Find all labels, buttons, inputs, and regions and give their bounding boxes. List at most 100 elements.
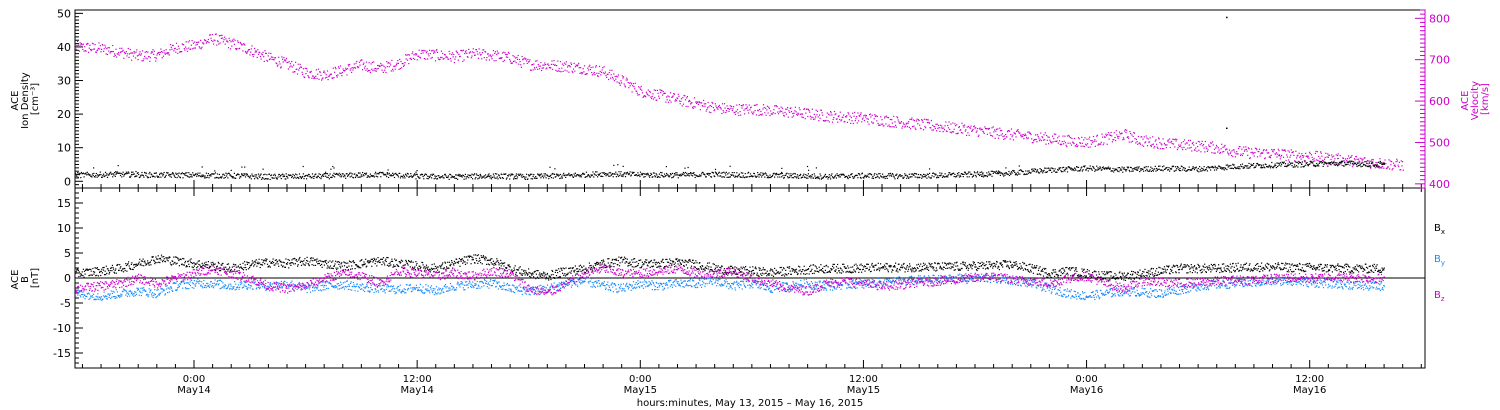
density-point <box>822 177 824 179</box>
density-point <box>1027 170 1029 172</box>
b-point-bx <box>244 261 246 263</box>
density-point <box>1218 165 1220 167</box>
density-point <box>1183 167 1185 169</box>
velocity-point <box>1279 154 1281 156</box>
density-point <box>737 175 739 177</box>
density-point <box>399 177 401 179</box>
density-point <box>77 176 79 178</box>
velocity-point <box>1363 157 1365 159</box>
density-point <box>483 176 485 178</box>
velocity-point <box>715 105 717 107</box>
density-point <box>684 171 686 174</box>
velocity-point <box>672 95 674 97</box>
density-point <box>279 176 281 178</box>
velocity-point <box>1253 152 1255 154</box>
velocity-point <box>695 101 697 103</box>
density-point <box>779 173 781 175</box>
density-point <box>405 173 407 175</box>
density-point <box>622 165 624 167</box>
velocity-point <box>494 51 496 53</box>
velocity-point <box>190 48 192 50</box>
density-point <box>898 175 900 177</box>
velocity-point <box>996 134 998 136</box>
velocity-point <box>679 100 681 102</box>
velocity-point <box>194 47 196 49</box>
density-point <box>152 175 154 177</box>
density-point <box>549 166 551 168</box>
velocity-point <box>981 128 983 131</box>
density-point <box>454 177 456 179</box>
density-point <box>1040 169 1042 171</box>
velocity-point <box>668 96 670 98</box>
velocity-point <box>565 63 567 65</box>
density-point <box>1098 169 1100 171</box>
density-point <box>120 172 122 175</box>
density-point <box>515 175 517 177</box>
b-point-bx <box>149 261 151 264</box>
velocity-point <box>753 111 755 113</box>
density-point <box>1036 170 1038 172</box>
velocity-point <box>513 56 515 58</box>
velocity-point <box>338 67 340 69</box>
b-point-bx <box>261 264 264 266</box>
density-point <box>116 171 118 173</box>
velocity-point <box>165 49 167 51</box>
velocity-point <box>1000 134 1002 136</box>
velocity-point <box>1284 150 1287 152</box>
velocity-point <box>99 48 101 50</box>
density-point <box>240 176 242 178</box>
velocity-point <box>658 95 660 97</box>
velocity-point <box>833 110 836 113</box>
density-point <box>392 174 394 177</box>
velocity-point <box>354 67 357 69</box>
density-point <box>402 177 404 179</box>
velocity-point <box>726 105 728 107</box>
density-point <box>513 177 515 179</box>
density-point <box>401 175 403 177</box>
density-point <box>955 176 957 178</box>
velocity-point <box>370 63 372 65</box>
density-point <box>727 176 729 178</box>
velocity-point <box>335 68 337 70</box>
density-point <box>295 173 297 175</box>
density-point <box>1104 168 1106 170</box>
density-point <box>766 177 768 179</box>
velocity-point <box>116 53 118 55</box>
density-point <box>1232 168 1234 170</box>
velocity-point <box>826 112 828 114</box>
velocity-point <box>669 99 671 101</box>
velocity-point <box>427 53 429 55</box>
density-point <box>617 174 619 176</box>
density-point <box>118 172 120 174</box>
density-point <box>425 173 427 175</box>
velocity-point <box>1171 143 1173 145</box>
velocity-point <box>263 60 265 62</box>
b-point-bx <box>206 267 208 269</box>
density-point <box>924 174 926 176</box>
density-point <box>1221 167 1223 169</box>
velocity-point <box>326 76 328 78</box>
velocity-point <box>1278 150 1280 152</box>
density-point <box>1369 165 1371 167</box>
velocity-point <box>1005 134 1007 136</box>
density-point <box>639 171 642 173</box>
density-point <box>818 178 821 180</box>
density-point <box>392 172 394 174</box>
density-point <box>1004 174 1006 176</box>
density-point <box>847 178 849 180</box>
density-point <box>609 175 611 177</box>
velocity-point <box>583 71 585 73</box>
b-point-bx <box>328 266 330 268</box>
velocity-point <box>953 131 955 133</box>
density-point <box>594 174 596 176</box>
density-point <box>1166 166 1168 169</box>
density-point <box>241 174 243 176</box>
velocity-point <box>1158 137 1160 139</box>
density-point <box>1094 169 1096 171</box>
velocity-point <box>1344 158 1346 160</box>
density-point <box>1164 168 1166 170</box>
velocity-point <box>802 116 804 119</box>
velocity-point <box>268 52 270 54</box>
velocity-point <box>884 117 886 119</box>
density-point <box>1221 168 1223 170</box>
